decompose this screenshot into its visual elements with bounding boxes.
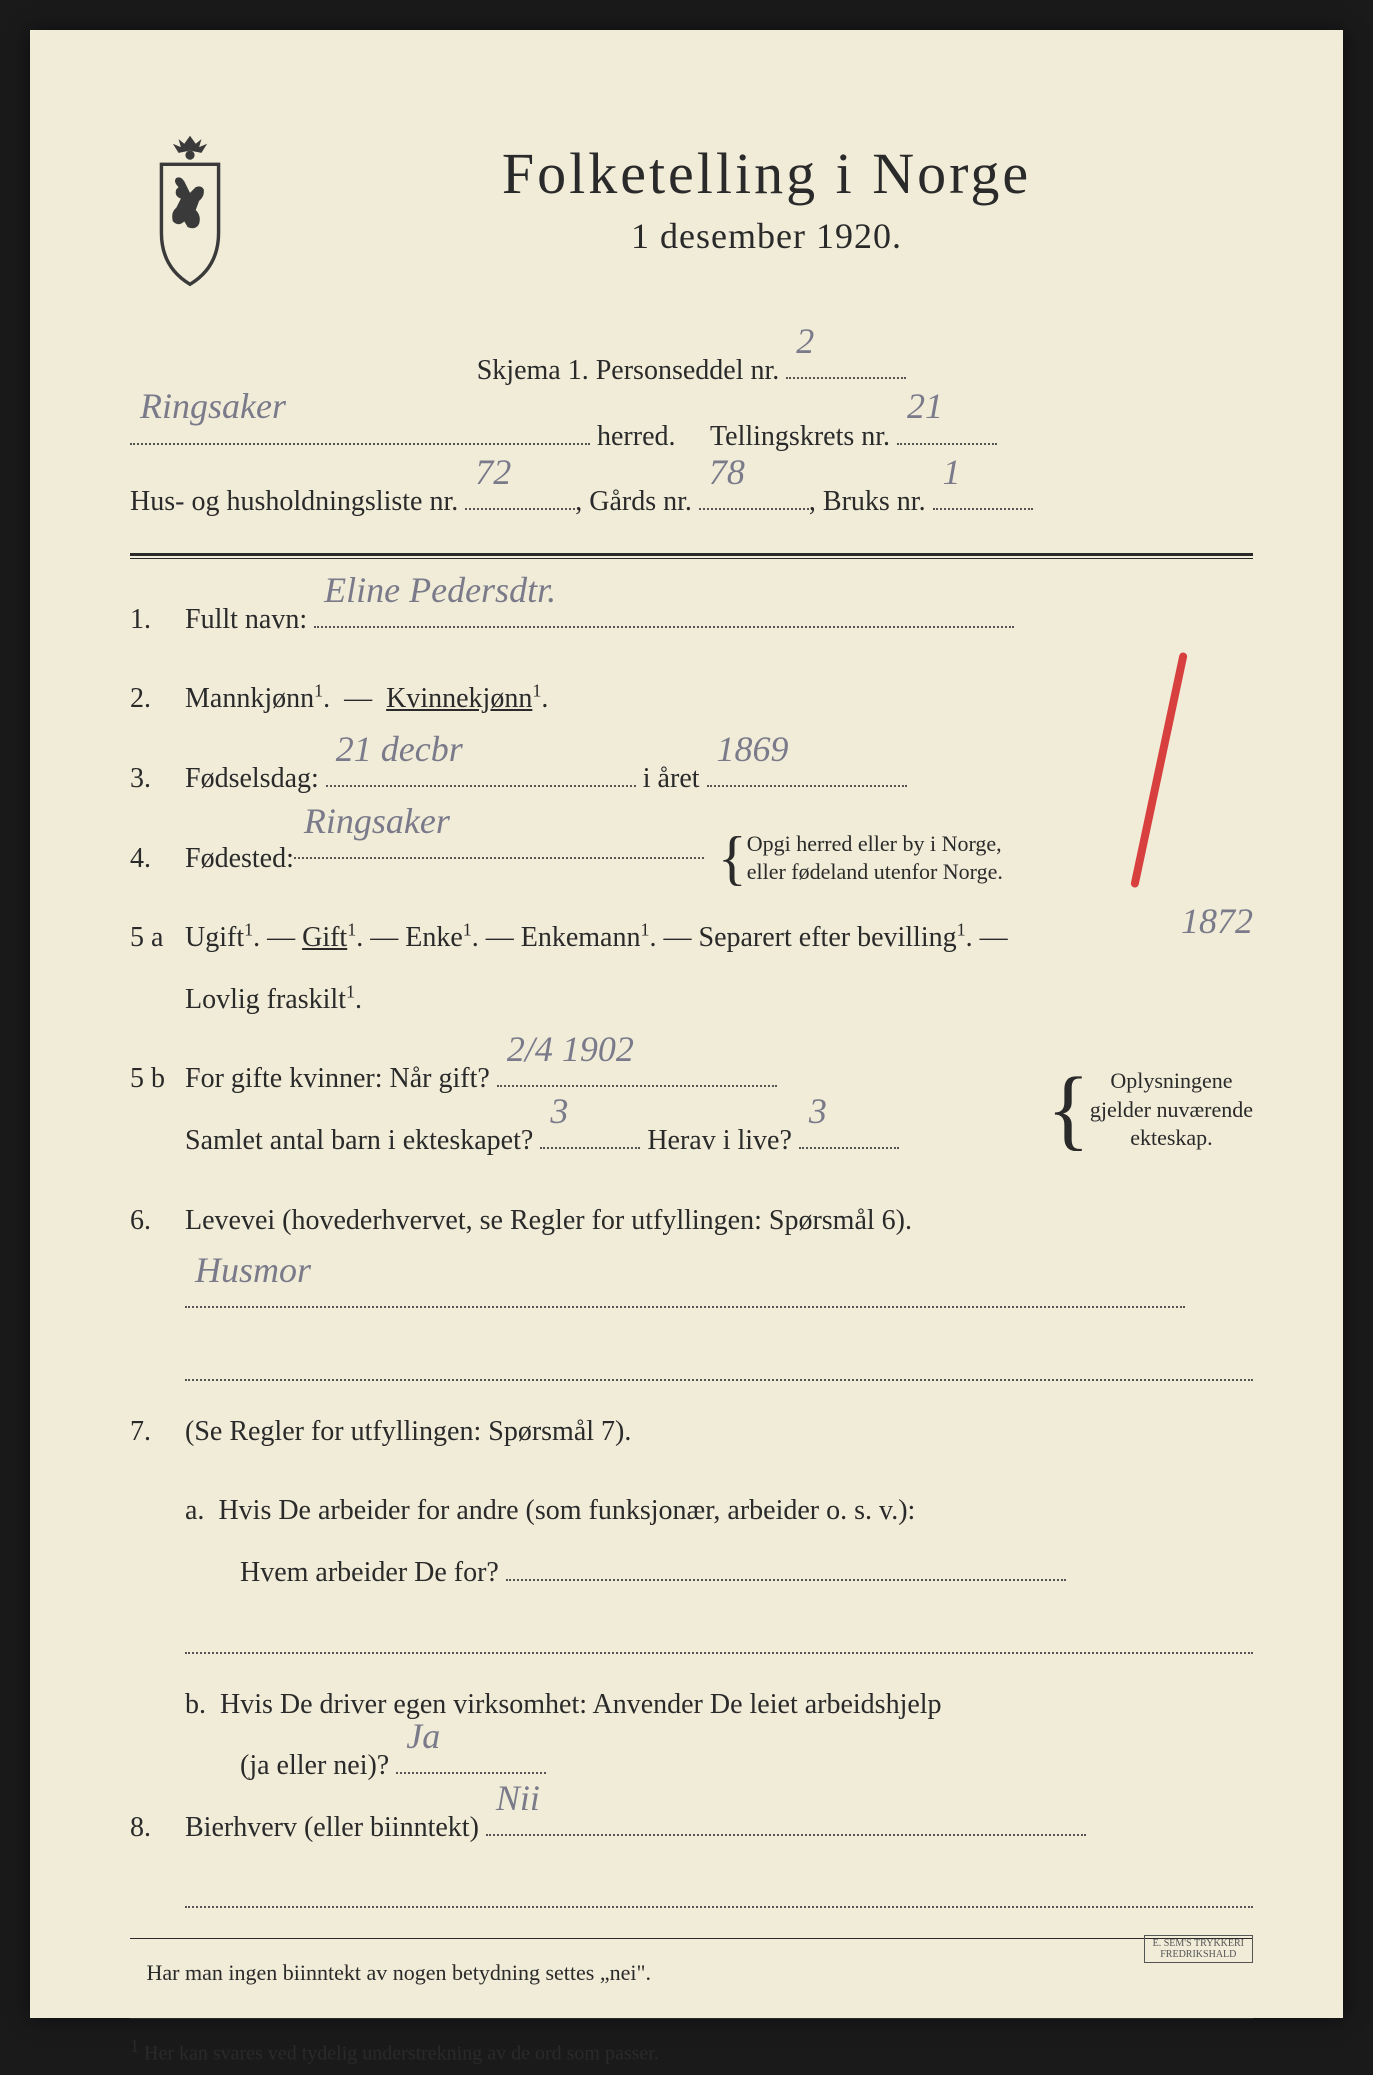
q2: 2. Mannkjønn1. — Kvinnekjønn1. (130, 668, 1253, 730)
q7a: a. Hvis De arbeider for andre (som funks… (185, 1480, 1253, 1542)
q7b: b. Hvis De driver egen virksomhet: Anven… (185, 1674, 1253, 1736)
main-title: Folketelling i Norge (280, 140, 1253, 207)
q5a-gift: Gift (302, 922, 347, 953)
footnote: 1 Her kan svares ved tydelig understrekn… (130, 2018, 1253, 2075)
q3-label: Fødselsdag: (185, 763, 319, 794)
q8: 8. Bierhverv (eller biinntekt) Nii (130, 1797, 1253, 1859)
q4-num: 4. (130, 828, 185, 890)
q6-num: 6. (130, 1190, 185, 1252)
bruks-label: Bruks nr. (823, 486, 926, 517)
tellingskrets-nr: 21 (907, 367, 943, 446)
blank-line (185, 1624, 1253, 1654)
q2-mann: Mannkjønn (185, 683, 314, 714)
q7b-value: Ja (406, 1697, 440, 1776)
q1-value: Eline Pedersdtr. (324, 551, 556, 630)
herred-label: herred. (597, 421, 676, 452)
q7-num: 7. (130, 1401, 185, 1463)
q5b-alive-label: Herav i live? (647, 1125, 792, 1156)
q5b-when: 2/4 1902 (507, 1010, 634, 1089)
q5a-num: 5 a (130, 907, 185, 969)
q5b-label: For gifte kvinner: Når gift? (185, 1063, 490, 1094)
q5a-ugift: Ugift (185, 922, 244, 953)
q7: 7. (Se Regler for utfyllingen: Spørsmål … (130, 1401, 1253, 1463)
q3: 3. Fødselsdag: 21 decbr i året 1869 (130, 748, 1253, 810)
q5b-children-label: Samlet antal barn i ekteskapet? (185, 1125, 533, 1156)
personseddel-nr: 2 (796, 302, 814, 381)
q5a-separert: Separert efter bevilling (699, 922, 957, 953)
bottom-note: Har man ingen biinntekt av nogen betydni… (130, 1938, 1253, 1997)
q6-answer-line: Husmor (185, 1269, 1253, 1331)
q7b-label: Hvis De driver egen virksomhet: Anvender… (220, 1689, 942, 1720)
bruks-nr: 1 (943, 433, 961, 512)
subtitle: 1 desember 1920. (280, 215, 1253, 257)
q7b-q: (ja eller nei)? Ja (240, 1735, 1253, 1797)
q3-year: 1869 (717, 710, 789, 789)
q4: 4. Fødested: Ringsaker { Opgi herred ell… (130, 828, 1253, 890)
q5b: 5 b For gifte kvinner: Når gift? 2/4 190… (130, 1048, 1253, 1171)
gards-nr: 78 (709, 433, 745, 512)
q5a-enkemann: Enkemann (521, 922, 641, 953)
brace-icon: { (718, 843, 747, 873)
q7a-question: Hvem arbeider De for? (240, 1557, 499, 1588)
q6-value: Husmor (195, 1231, 311, 1310)
margin-annotation: 1872 (1181, 900, 1253, 942)
skjema-label: Skjema 1. Personseddel nr. (477, 355, 780, 386)
q8-value: Nii (496, 1759, 540, 1838)
q4-label: Fødested: (185, 828, 294, 890)
form-body: Skjema 1. Personseddel nr. 2 Ringsaker h… (130, 340, 1253, 2075)
blank-line (185, 1878, 1253, 1908)
q8-num: 8. (130, 1797, 185, 1859)
q5b-alive: 3 (809, 1072, 827, 1151)
q5a: 5 a Ugift1. — Gift1. — Enke1. — Enkemann… (130, 907, 1253, 1030)
q8-label: Bierhverv (eller biinntekt) (185, 1812, 479, 1843)
herred-value: Ringsaker (140, 367, 286, 446)
husliste-nr: 72 (475, 433, 511, 512)
census-form-page: 1872 Folketelling i Norge 1 desember 192… (30, 30, 1343, 2018)
q5a-fraskilt: Lovlig fraskilt (185, 984, 346, 1015)
blank-line (185, 1351, 1253, 1381)
skjema-line: Skjema 1. Personseddel nr. 2 (130, 340, 1253, 402)
q7-label: (Se Regler for utfyllingen: Spørsmål 7). (185, 1416, 631, 1447)
q3-num: 3. (130, 748, 185, 810)
q7a-label: Hvis De arbeider for andre (som funksjon… (218, 1495, 915, 1526)
herred-line: Ringsaker herred. Tellingskrets nr. 21 (130, 406, 1253, 468)
husliste-label: Hus- og husholdningsliste nr. (130, 486, 458, 517)
q5a-enke: Enke (405, 922, 463, 953)
q1-label: Fullt navn: (185, 604, 307, 635)
q4-value: Ringsaker (304, 782, 450, 861)
q5b-children: 3 (550, 1072, 568, 1151)
title-block: Folketelling i Norge 1 desember 1920. (280, 140, 1253, 257)
q2-num: 2. (130, 668, 185, 730)
divider (130, 553, 1253, 559)
brace-icon: { (1047, 1087, 1090, 1132)
q1-num: 1. (130, 589, 185, 651)
header: Folketelling i Norge 1 desember 1920. (130, 140, 1253, 290)
q5b-note: Oplysningene gjelder nuværende ekteskap. (1090, 1067, 1253, 1153)
q7a-q: Hvem arbeider De for? (240, 1542, 1253, 1604)
gards-label: Gårds nr. (589, 486, 692, 517)
coat-of-arms-icon (130, 130, 250, 290)
q5b-num: 5 b (130, 1048, 185, 1110)
q3-year-label: i året (643, 763, 700, 794)
q3-day: 21 decbr (336, 710, 463, 789)
q4-note: Opgi herred eller by i Norge, eller føde… (747, 830, 1003, 887)
husliste-line: Hus- og husholdningsliste nr. 72, Gårds … (130, 471, 1253, 533)
q1: 1. Fullt navn: Eline Pedersdtr. (130, 589, 1253, 651)
printer-stamp: E. SEM'S TRYKKERI FREDRIKSHALD (1144, 1935, 1253, 1963)
q7b-question: (ja eller nei)? (240, 1750, 389, 1781)
